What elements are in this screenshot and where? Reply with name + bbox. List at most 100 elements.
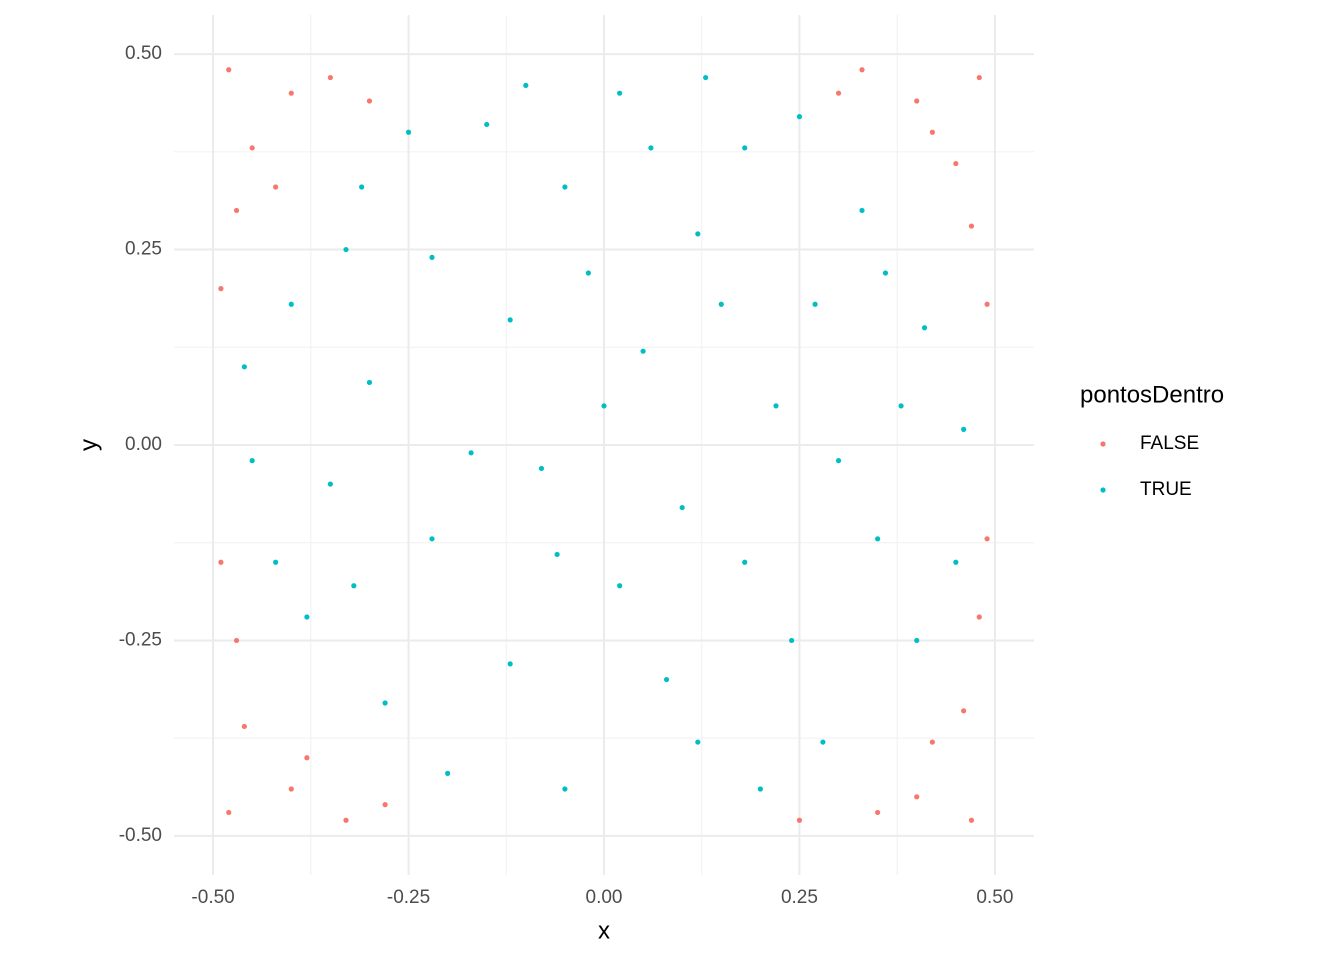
y-tick-label: -0.25 [119,629,162,650]
point [914,637,920,644]
point [796,114,803,120]
point [218,286,224,292]
point [695,231,701,237]
point [538,465,545,472]
point [984,301,990,307]
point [304,755,310,761]
point [953,160,959,167]
point [976,614,982,620]
point [875,536,881,542]
point [742,145,748,151]
point [429,254,435,260]
legend-label: FALSE [1140,433,1199,454]
point [523,82,529,88]
point [359,184,365,190]
point [789,637,795,644]
point [241,364,247,370]
point [968,223,975,229]
point [742,559,748,565]
point [507,317,513,323]
x-tick-label: 0.25 [781,887,818,908]
point [929,129,935,135]
point [929,739,935,745]
point [640,348,646,354]
point [679,504,685,511]
point [249,145,255,151]
x-tick-label: 0.50 [976,887,1013,908]
y-axis-title: y [75,439,102,451]
point [249,458,255,464]
point [288,786,294,792]
point [304,614,310,620]
point [226,67,232,73]
point [226,809,232,816]
y-tick-label: -0.50 [119,825,162,846]
point [617,583,623,589]
point [703,74,709,81]
point [366,379,373,386]
point [288,90,294,96]
x-axis-title: x [598,917,610,944]
point [366,98,373,104]
point [859,207,865,214]
point [796,817,803,823]
point [273,184,279,190]
point [562,786,568,792]
point [921,325,928,331]
point [859,67,865,73]
point [601,403,607,409]
x-tick-label: 0.00 [586,887,623,908]
point [382,700,388,706]
point [812,301,818,307]
point [468,450,474,456]
point [484,121,490,128]
point [218,559,224,565]
point [585,270,591,276]
point [405,129,412,135]
point [914,98,920,104]
y-tick-label: 0.25 [125,239,162,260]
point [984,536,990,542]
point [343,246,349,253]
point [288,301,294,307]
point [898,403,904,409]
point [327,74,333,81]
point [773,403,779,409]
point [914,794,920,800]
y-tick-label: 0.50 [125,43,162,64]
point [507,661,513,667]
point [233,207,240,214]
x-tick-label: -0.50 [191,887,234,908]
point [961,426,967,432]
legend-title: pontosDentro [1080,381,1224,408]
point [835,458,842,464]
point [953,559,959,565]
point [875,809,881,816]
point [835,90,842,96]
point [961,708,967,714]
point [820,739,826,745]
point [343,817,349,823]
point [327,481,333,487]
x-tick-label: -0.25 [387,887,430,908]
point [617,90,623,96]
legend-label: TRUE [1140,479,1192,500]
point [382,802,388,808]
point [976,74,982,81]
point [273,559,279,565]
point [562,184,568,190]
point [882,270,889,276]
point [445,770,451,776]
point [757,786,763,792]
point [554,551,560,558]
point [663,676,670,683]
legend-key [1100,487,1106,493]
point [351,583,357,589]
point [648,145,654,151]
point [718,301,724,307]
y-tick-label: 0.00 [125,434,162,455]
point [429,536,435,542]
point [241,723,247,730]
legend-key [1100,441,1106,447]
